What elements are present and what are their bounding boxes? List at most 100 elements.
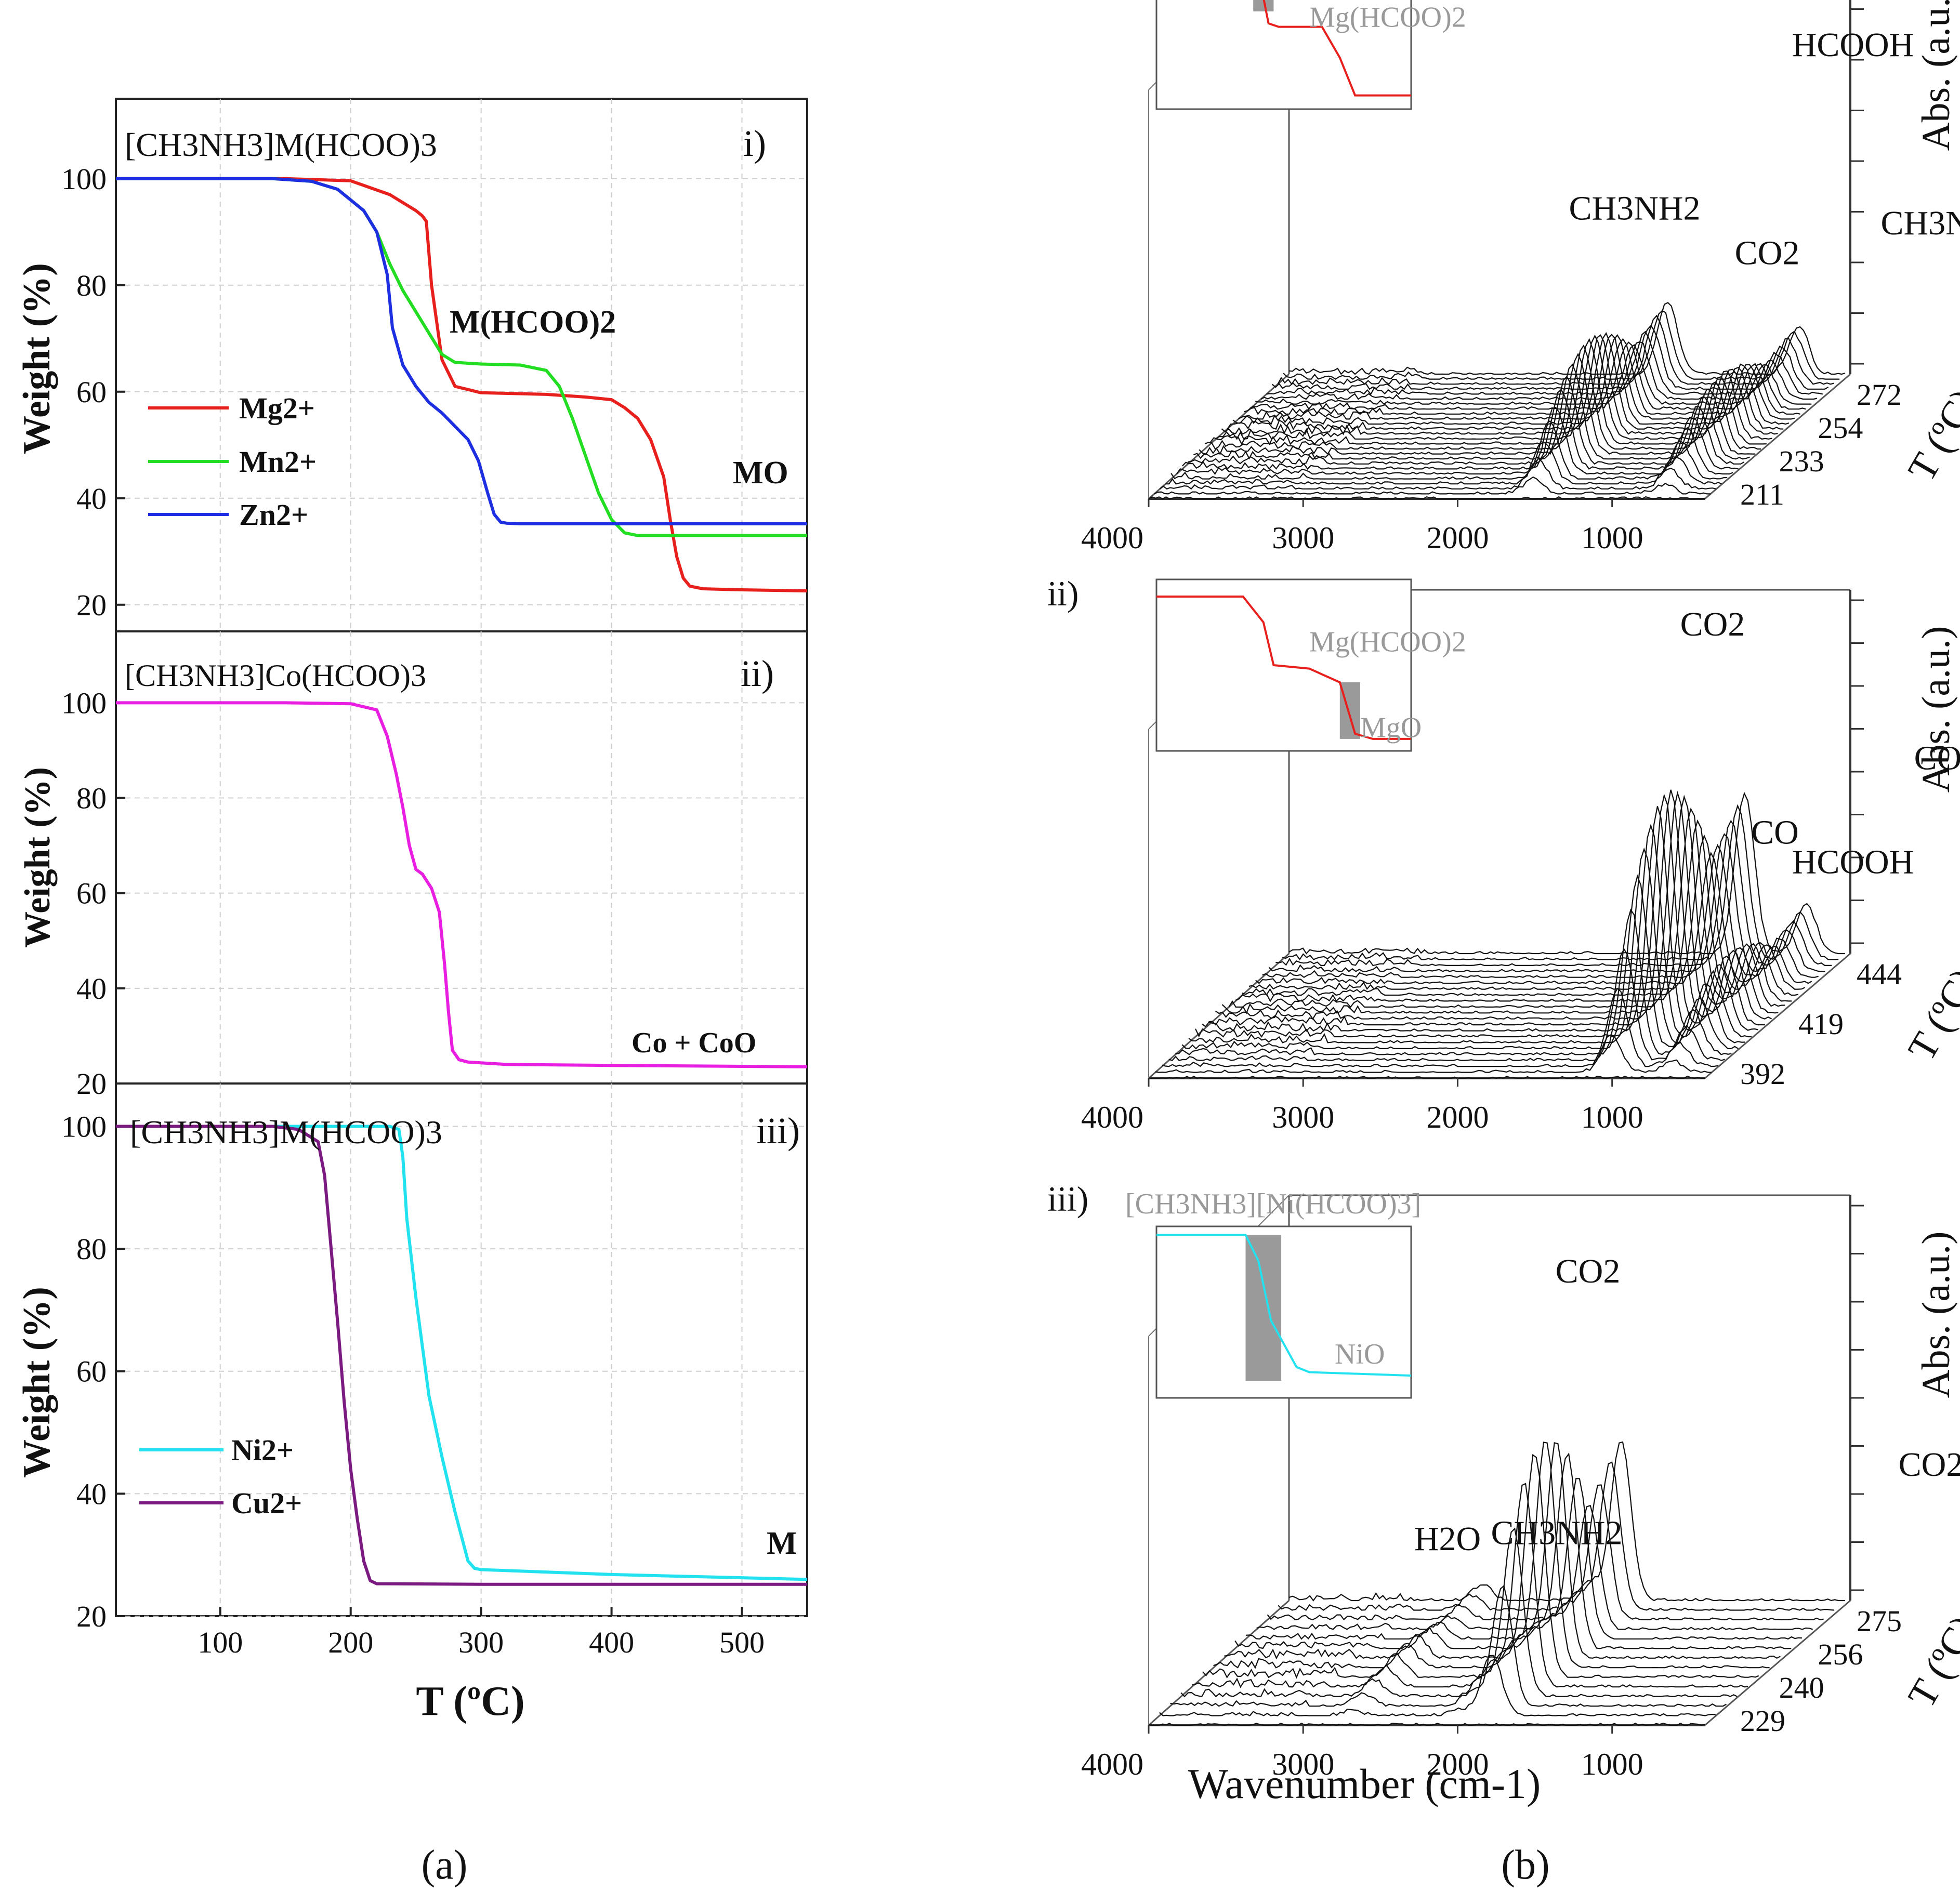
plot-title: [CH3NH3]Co(HCOO)3: [125, 658, 426, 693]
spectrum-trace: [1275, 820, 1832, 967]
spectrum-trace: [1208, 793, 1765, 1026]
x-tick-label: 2000: [1426, 1100, 1489, 1134]
series-lines: [116, 701, 808, 1068]
series-line-mg: [116, 177, 808, 593]
spectrum-trace: [1248, 834, 1806, 990]
tga-plot-iii: 20 40 60 80 100 100 200 300 400 500 [CH3NH3]M(HC…: [16, 1082, 808, 1724]
inset-curve: [1262, 0, 1411, 97]
inset-highlight: [1253, 0, 1274, 11]
spectrum-trace: [1175, 908, 1732, 1055]
x-tick-label: 300: [458, 1626, 504, 1659]
z-axis-label: T (ºC): [1900, 961, 1960, 1068]
roman-label: iii): [756, 1110, 800, 1152]
peak-label: CO2: [1899, 1446, 1960, 1484]
z-tick-label: 254: [1818, 411, 1863, 445]
z-tick-label: 240: [1779, 1671, 1824, 1704]
spectrum-trace: [1216, 334, 1772, 440]
spectrum-trace: [1191, 1483, 1748, 1688]
spectrum-trace: [1180, 1527, 1738, 1698]
inset-frame: [1155, 1225, 1412, 1399]
annotation-mhcoo2: M(HCOO)2: [450, 305, 616, 340]
z-tick-label: 272: [1857, 378, 1902, 412]
y-tick-label: 100: [61, 1109, 107, 1143]
panel-label-b: (b): [1501, 1842, 1549, 1888]
box-edge: [1704, 1600, 1851, 1726]
peak-label: CO: [1751, 813, 1799, 851]
peak-label: CH3NH2: [1569, 190, 1700, 228]
x-ticks: 100 200 300 400 500: [198, 1607, 765, 1659]
peak-label: CO2: [1680, 605, 1745, 643]
series-line-zn: [116, 177, 807, 525]
panel-a-tga: 20 40 60 80 100 [CH3NH3]M(HCOO)3 i) M(HCOO)2…: [16, 98, 808, 1888]
spectrum-trace: [1188, 847, 1745, 1043]
z-axis-label: T (ºC): [1900, 382, 1960, 489]
box-edge: [1704, 953, 1851, 1079]
z-tick-label: 211: [1740, 478, 1784, 511]
legend-label-mn: Mn2+: [239, 445, 317, 479]
annotation-co-coo: Co + CoO: [632, 1027, 756, 1059]
z-tick-label: 233: [1779, 444, 1824, 478]
x-tick-label: 3000: [1272, 1100, 1334, 1134]
x-tick-label: 2000: [1426, 1747, 1489, 1781]
y-tick-label: 100: [61, 162, 107, 196]
legend-label-zn: Zn2+: [239, 498, 308, 532]
legend-label-mg: Mg2+: [239, 391, 315, 425]
spectrum-trace: [1159, 457, 1716, 490]
z-tick-label: 256: [1818, 1637, 1863, 1671]
spectrum-trace: [1148, 496, 1705, 500]
abs-axis-label: Abs. (a.u.): [1914, 0, 1958, 151]
roman-label: ii): [741, 653, 774, 694]
x-tick-label: 3000: [1272, 521, 1334, 555]
inset-highlight: [1245, 1235, 1282, 1381]
peak-label: CO2: [1914, 739, 1960, 777]
spectrum-trace: [1202, 806, 1759, 1032]
spectrum-trace: [1266, 331, 1823, 395]
spectrum-trace: [1168, 948, 1725, 1061]
roman-label: ii): [1047, 574, 1078, 613]
y-tick-label: 40: [76, 482, 107, 516]
x-tick-label: 200: [328, 1626, 373, 1659]
series-lines: [116, 1125, 808, 1586]
spectrum-trace: [1176, 406, 1733, 475]
z-tick-label: 275: [1857, 1604, 1902, 1638]
y-tick-label: 80: [76, 782, 107, 815]
y-tick-label: 40: [76, 972, 107, 1006]
z-axis-label: T (ºC): [1900, 1608, 1960, 1715]
inset-title: [CH3NH3][Ni(HCOO)3]: [1125, 1188, 1421, 1220]
annotation-m: M: [767, 1526, 797, 1561]
y-axis-label: Weight (%): [18, 767, 58, 948]
plot-frame: [115, 1082, 808, 1617]
x-tick-label: 2000: [1426, 521, 1489, 555]
x-tick-label: 4000: [1081, 521, 1143, 555]
tga-plot-ii: 20 40 60 80 100 [CH3NH3]Co(HCOO)3 ii) Co + C…: [18, 630, 808, 1101]
y-tick-label: 60: [76, 1355, 107, 1389]
spectrum-trace: [1154, 476, 1711, 495]
legend: Ni2+ Cu2+: [139, 1433, 302, 1520]
abs-axis-label: Abs. (a.u.): [1914, 1232, 1958, 1398]
series-lines: [116, 177, 808, 593]
spectrum-trace: [1224, 1442, 1781, 1660]
y-tick-label: 40: [76, 1477, 107, 1511]
z-tick-label: 229: [1740, 1704, 1785, 1738]
spectrum-trace: [1255, 343, 1812, 405]
spectrum-trace: [1227, 332, 1784, 430]
peak-label: CO2: [1735, 234, 1800, 272]
legend-label-cu: Cu2+: [231, 1486, 302, 1520]
series-line-ni: [116, 1125, 808, 1581]
spectrum-trace: [1288, 301, 1846, 375]
legend: Mg2+ Mn2+ Zn2+: [148, 391, 317, 532]
y-tick-label: 60: [76, 375, 107, 409]
z-tick-label: 419: [1798, 1007, 1844, 1041]
y-ticks: 20 40 60 80 100: [61, 162, 125, 622]
x-tick-label: 100: [198, 1626, 243, 1659]
abs-axis-label: Abs. (a.u.): [1914, 626, 1958, 793]
spectrum-trace: [1238, 334, 1795, 420]
spectrum-trace: [1282, 804, 1839, 961]
inset-label: Mg(HCOO)2: [1309, 626, 1466, 658]
spectrum-trace: [1195, 824, 1752, 1038]
legend-label-ni: Ni2+: [231, 1433, 294, 1467]
spectrum-trace: [1255, 851, 1812, 984]
y-tick-label: 20: [76, 1600, 107, 1633]
